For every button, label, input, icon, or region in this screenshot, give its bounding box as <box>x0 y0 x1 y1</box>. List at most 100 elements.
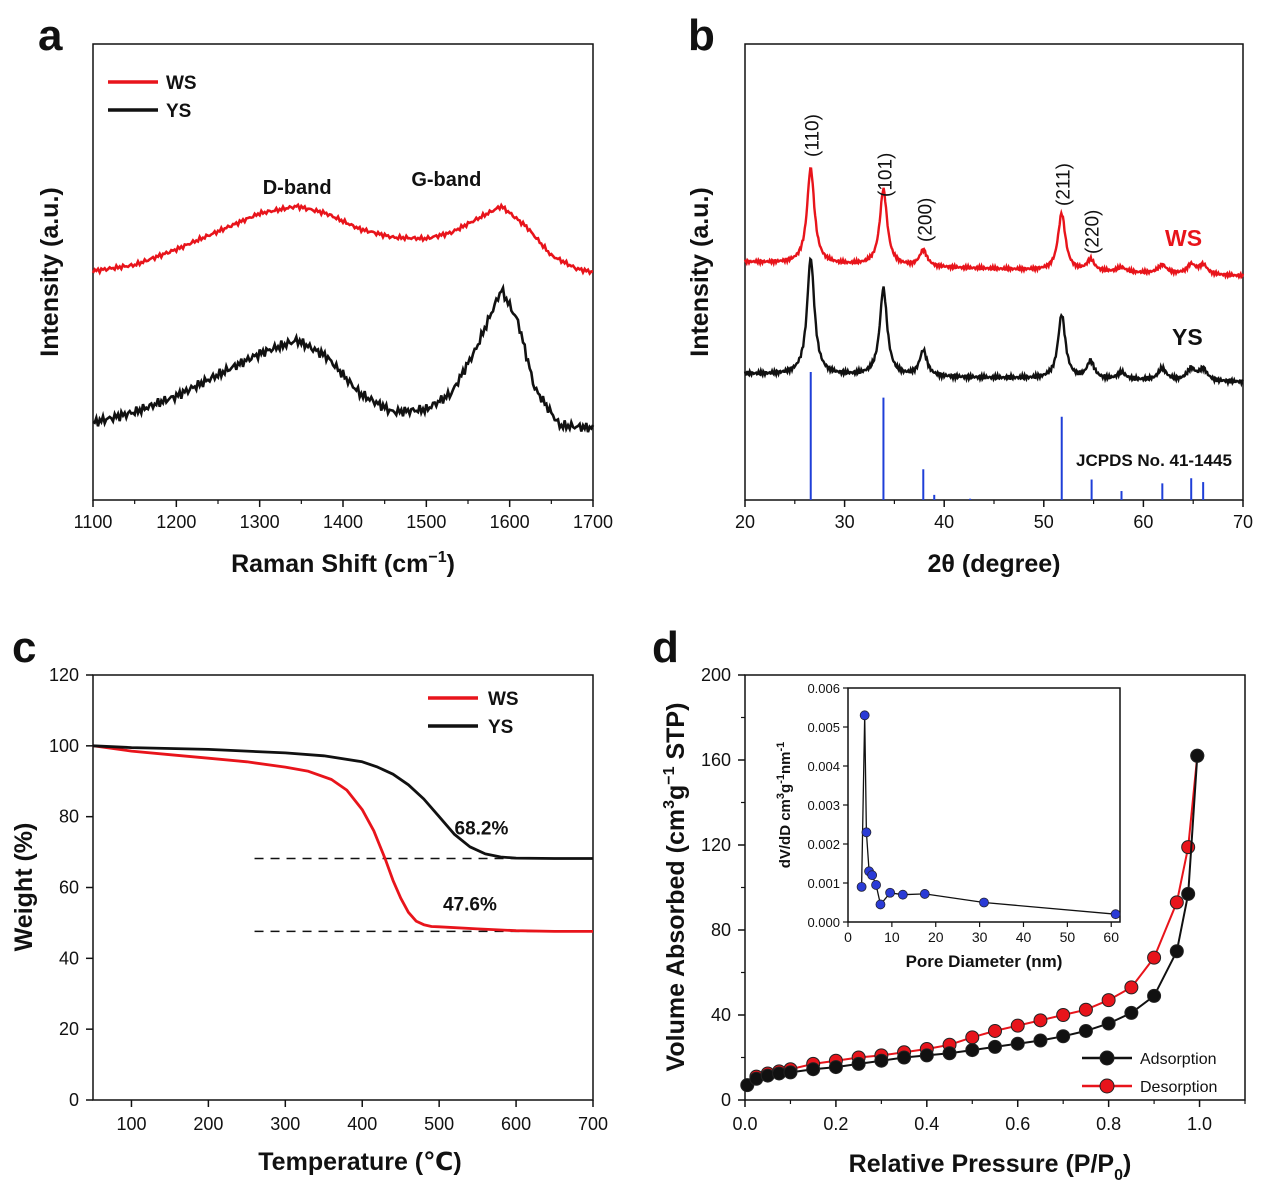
x-tick-label-a: 1200 <box>156 512 196 532</box>
y-tick-label-d: 160 <box>701 750 731 770</box>
inset-data-point <box>897 889 908 900</box>
y-tick-label-d: 40 <box>711 1005 731 1025</box>
x-tick-label-d: 0.8 <box>1096 1114 1121 1134</box>
data-point-adsorption <box>1101 1016 1116 1031</box>
inset-x-tick-label: 50 <box>1060 929 1076 945</box>
reference-label: JCPDS No. 41-1445 <box>1076 451 1232 470</box>
inset-y-tick-label: 0.005 <box>807 720 840 735</box>
y-label-sup: −1 <box>661 766 678 784</box>
x-tick-label-b: 60 <box>1133 512 1153 532</box>
legend-marker-desorption <box>1099 1078 1115 1094</box>
y-tick-label-c: 40 <box>59 948 79 968</box>
data-point-adsorption <box>1078 1023 1093 1038</box>
inset-data-point <box>919 889 930 899</box>
data-point-desorption <box>1147 950 1162 965</box>
legend-label-ws: WS <box>488 689 519 710</box>
plot-frame-c <box>92 674 594 1101</box>
data-point-adsorption <box>828 1060 843 1075</box>
inset-series-line <box>860 715 1116 915</box>
inset-data-point <box>979 897 989 908</box>
inset-y-tick-label: 0.003 <box>807 798 840 813</box>
data-point-desorption <box>988 1023 1002 1038</box>
inset-y-label-part: g <box>777 784 794 793</box>
data-point-desorption <box>1101 993 1116 1008</box>
x-tick-label-c: 700 <box>578 1114 608 1134</box>
inset-data-point <box>1110 909 1121 920</box>
data-point-adsorption <box>1056 1029 1071 1044</box>
data-point-adsorption <box>897 1050 912 1065</box>
data-point-desorption <box>965 1030 980 1045</box>
series-line-ws <box>743 167 1245 280</box>
inset-x-axis-label: Pore Diameter (nm) <box>906 952 1063 971</box>
data-point-adsorption <box>1181 886 1196 901</box>
data-point-desorption <box>1124 980 1139 995</box>
y-tick-label-d: 80 <box>711 920 731 940</box>
legend-label-ws: WS <box>166 73 197 94</box>
x-tick-label-c: 300 <box>270 1114 300 1134</box>
data-point-desorption <box>1056 1008 1071 1022</box>
data-point-desorption <box>1033 1013 1048 1028</box>
legend-label-adsorption: Adsorption <box>1140 1051 1217 1068</box>
inset-x-tick-label: 20 <box>928 929 944 945</box>
panel-label-d: d <box>652 623 679 672</box>
series-line-ys <box>92 283 595 434</box>
inset-data-point <box>861 827 872 838</box>
data-point-adsorption <box>919 1048 934 1063</box>
data-point-adsorption <box>1190 748 1205 763</box>
x-tick-label-c: 100 <box>116 1114 146 1134</box>
x-axis-label-end-d: ) <box>1123 1150 1131 1178</box>
x-tick-label-c: 500 <box>424 1114 454 1134</box>
data-point-adsorption <box>1147 988 1162 1003</box>
y-label-part: STP) <box>662 703 690 767</box>
panel-label-a: a <box>38 11 63 60</box>
x-axis-label-a: Raman Shift (cm−1) <box>231 549 455 578</box>
peak-label: (220) <box>1083 210 1104 254</box>
annotation-residual: 47.6% <box>443 895 497 916</box>
legend-label-ys: YS <box>488 717 513 738</box>
data-point-adsorption <box>942 1046 957 1061</box>
y-tick-label-c: 120 <box>49 665 79 685</box>
peak-label: (200) <box>915 198 936 242</box>
inset-data-point <box>859 710 870 721</box>
inset-y-label-part: -1 <box>775 742 787 752</box>
inset-y-tick-label: 0.002 <box>807 837 840 852</box>
y-tick-label-d: 200 <box>701 665 731 685</box>
x-tick-label-a: 1600 <box>490 512 530 532</box>
y-label-sup: 3 <box>661 800 678 809</box>
y-tick-label-d: 0 <box>721 1090 731 1110</box>
series-line-ws <box>91 202 594 276</box>
inset-y-label-part: nm <box>777 752 794 775</box>
inset-y-tick-label: 0.001 <box>807 876 840 891</box>
annotation-residual: 68.2% <box>455 818 509 839</box>
x-tick-label-b: 40 <box>934 512 954 532</box>
inset-y-label-part: 3 <box>775 793 787 799</box>
annotation-g-band: G-band <box>411 169 481 191</box>
inset-x-tick-label: 60 <box>1103 929 1119 945</box>
inset-data-point <box>867 870 878 881</box>
x-tick-label-a: 1400 <box>323 512 363 532</box>
x-tick-label-b: 50 <box>1034 512 1054 532</box>
data-point-adsorption <box>874 1053 889 1068</box>
x-axis-label-end-a: ) <box>447 550 455 578</box>
panel-c: c 100 200 300 400 500 600 700 0 20 40 60 80 100 120 Tem… <box>10 623 608 1176</box>
inset-y-tick-label: 0.000 <box>807 915 840 930</box>
y-tick-label-c: 0 <box>69 1090 79 1110</box>
data-point-desorption <box>1010 1018 1025 1033</box>
panel-b: b 20 30 40 50 60 70 2θ (degree) Intensity (a.u.)… <box>686 11 1253 578</box>
x-tick-label-d: 0.4 <box>914 1114 939 1134</box>
peak-label: (211) <box>1054 163 1075 206</box>
x-tick-label-c: 600 <box>501 1114 531 1134</box>
y-axis-label-c: Weight (%) <box>10 823 38 952</box>
x-tick-label-c: 400 <box>347 1114 377 1134</box>
data-point-adsorption <box>783 1065 798 1080</box>
peak-label: (101) <box>875 153 896 197</box>
panel-d: d0.0 0.2 0.4 0.6 0.8 1.004080120160200Relativ… <box>652 623 1246 1184</box>
y-tick-label-c: 60 <box>59 878 79 898</box>
x-tick-label-d: 0.2 <box>823 1114 848 1134</box>
data-point-adsorption <box>1010 1036 1025 1051</box>
data-point-desorption <box>1078 1002 1093 1017</box>
data-point-desorption <box>1181 840 1196 855</box>
series-line-ys <box>92 744 593 860</box>
legend-label-desorption: Desorption <box>1140 1079 1217 1096</box>
